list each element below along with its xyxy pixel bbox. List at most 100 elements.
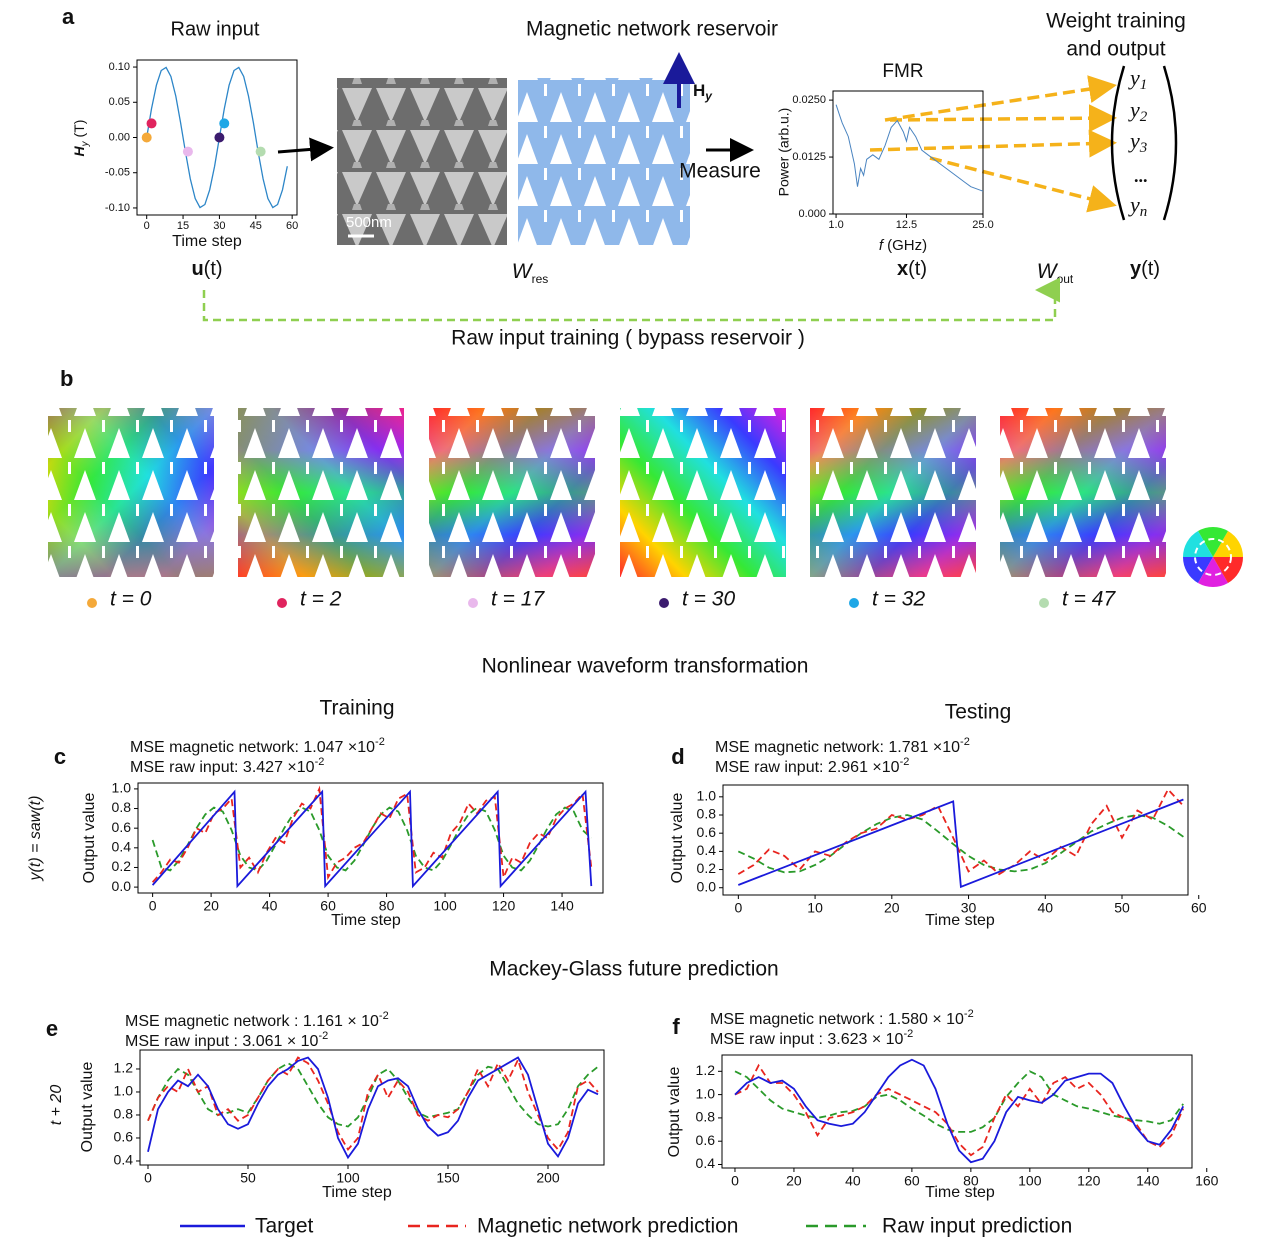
- x-tick-label: 120: [492, 898, 516, 914]
- y-axis-label: Power (arb.u.): [776, 108, 792, 197]
- y-tick-label: 0.8: [696, 1109, 716, 1125]
- annotation-exponent: -2: [379, 1010, 389, 1022]
- x-tick-label: 80: [963, 1173, 979, 1189]
- y-tick-label: 1.2: [114, 1060, 134, 1076]
- snapshot-label: t = 2: [300, 588, 342, 611]
- panel-letter: b: [60, 366, 73, 391]
- panel-letter: e: [46, 1016, 58, 1041]
- field-label: Hy: [693, 81, 713, 103]
- data-point: [219, 118, 230, 129]
- x-tick-label: 100: [1018, 1173, 1042, 1189]
- data-line: [737, 814, 1184, 874]
- x-tick-label: 80: [379, 898, 395, 914]
- symbol: y: [1128, 128, 1140, 153]
- y-tick-label: 0.2: [697, 860, 717, 876]
- snapshots: t = 0 t = 2 t = 17 t = 30 t = 32 t = 47: [48, 408, 1166, 611]
- x-axis-label: Time step: [172, 233, 242, 250]
- y-tick-label: 1.0: [114, 1083, 134, 1099]
- state-symbol: x(t): [897, 258, 927, 280]
- row-label: y(t) = saw(t): [27, 796, 44, 882]
- symbol-sub: 3: [1139, 140, 1148, 156]
- x-tick-label: 10: [807, 900, 823, 916]
- snapshot-dot: [277, 598, 287, 608]
- x-tick-label: 60: [904, 1173, 920, 1189]
- symbol: y: [1130, 258, 1142, 280]
- label-unit: (GHz): [887, 237, 927, 254]
- panel-letter: a: [62, 4, 75, 29]
- x-tick-label: 50: [1114, 900, 1130, 916]
- x-tick-label: 0: [734, 900, 742, 916]
- y-axis-label: Output value: [79, 1062, 96, 1153]
- x-tick-label: 0: [731, 1173, 739, 1189]
- chart-title: Training: [319, 697, 394, 720]
- section-title: Mackey-Glass future prediction: [489, 958, 778, 981]
- symbol: W: [1037, 260, 1059, 283]
- data-line: [734, 1070, 1184, 1133]
- y-tick-label: 0.8: [697, 806, 717, 822]
- annotation: MSE raw input: 3.427 ×10-2: [130, 756, 324, 776]
- row-label: t + 20: [48, 1085, 65, 1126]
- data-line: [151, 789, 593, 889]
- output-label: yn: [1128, 192, 1147, 220]
- symbol-sub: 1: [1140, 77, 1148, 93]
- x-tick-label: 60: [286, 220, 298, 232]
- y-tick-label: 0.6: [114, 1129, 134, 1145]
- annotation-text: MSE raw input : 3.061 × 10: [125, 1033, 319, 1050]
- x-axis-label: Time step: [322, 1184, 392, 1201]
- output-title: and output: [1066, 38, 1165, 61]
- snapshot-dot: [468, 598, 478, 608]
- data-line: [737, 787, 1185, 876]
- data-line: [151, 806, 592, 872]
- plot-frame: [139, 1049, 605, 1166]
- snapshot-dot: [1039, 598, 1049, 608]
- reservoir-title: Magnetic network reservoir: [526, 18, 778, 41]
- x-tick-label: 15: [177, 220, 189, 232]
- y-tick-label: 0.6: [112, 819, 132, 835]
- wheel-sector: [1183, 531, 1213, 557]
- x-axis-label: Time step: [925, 1184, 995, 1201]
- snapshot-label: t = 0: [110, 588, 152, 611]
- network-holes: [620, 408, 786, 577]
- symbol: y: [1128, 192, 1140, 217]
- wheel-sector: [1213, 531, 1244, 557]
- x-tick-label: 100: [433, 898, 457, 914]
- x-tick-label: 120: [1077, 1173, 1101, 1189]
- wheel-sector: [1198, 526, 1228, 557]
- symbol: x: [897, 258, 908, 280]
- annotation-exponent: -2: [318, 1030, 328, 1042]
- snapshot-label: t = 17: [491, 588, 545, 611]
- annotation-text: MSE magnetic network: 1.047 ×10: [130, 739, 375, 756]
- panel-letter: c: [54, 744, 66, 769]
- x-tick-label: 12.5: [896, 219, 917, 231]
- y-axis-label: Output value: [81, 793, 98, 884]
- data-point: [214, 132, 225, 143]
- annotation-exponent: -2: [903, 1028, 913, 1040]
- symbol-sub: 2: [1140, 109, 1148, 125]
- readout-arrow: [884, 75, 1117, 122]
- x-tick-label: 20: [786, 1173, 802, 1189]
- x-axis-label: Time step: [925, 912, 995, 929]
- data-line: [151, 785, 593, 883]
- network-holes: [810, 408, 976, 577]
- y-tick-label: 0.0125: [792, 151, 826, 163]
- x-tick-label: 60: [1191, 900, 1207, 916]
- output-label: y1: [1128, 65, 1147, 93]
- network-holes: [429, 408, 595, 577]
- chart-title: Testing: [945, 701, 1012, 724]
- data-point: [146, 118, 157, 129]
- y-tick-label: 0.4: [114, 1152, 134, 1168]
- x-tick-label: 45: [250, 220, 262, 232]
- sem-image: [337, 78, 507, 245]
- legend-label: Raw input prediction: [882, 1215, 1072, 1238]
- x-tick-label: 50: [240, 1170, 256, 1186]
- measure-label: Measure: [679, 160, 761, 183]
- label-unit: (T): [71, 120, 87, 138]
- data-line: [147, 1056, 599, 1160]
- y-axis-label: Output value: [666, 1067, 683, 1158]
- data-line: [734, 1063, 1185, 1157]
- data-line: [147, 1056, 599, 1152]
- bypass-label: Raw input training ( bypass reservoir ): [451, 327, 805, 350]
- wheel-sector: [1213, 557, 1244, 583]
- data-point: [182, 146, 193, 157]
